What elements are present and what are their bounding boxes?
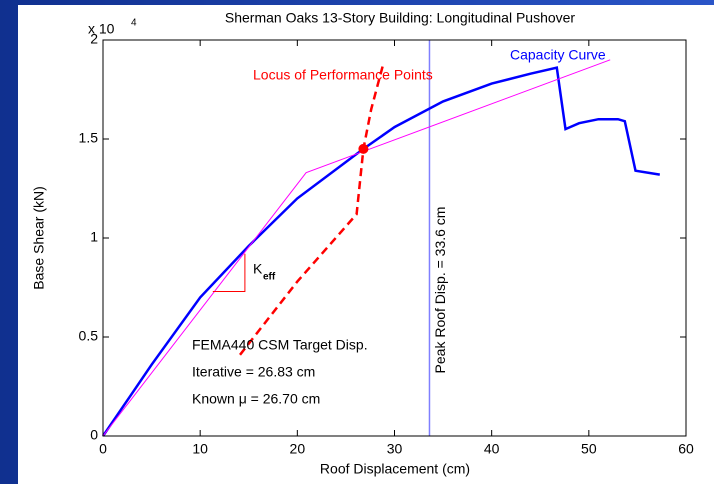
y-multiplier: x 10: [88, 21, 115, 37]
annotation: FEMA440 CSM Target Disp.: [192, 337, 368, 353]
y-multiplier-exponent: 4: [131, 18, 137, 29]
series-label: Locus of Performance Points: [253, 67, 433, 83]
keff-sub: eff: [263, 272, 276, 283]
y-axis-label: Base Shear (kN): [31, 186, 47, 289]
x-tick-label: 20: [290, 441, 306, 457]
series-line: [102, 59, 611, 437]
performance-point: [358, 143, 369, 154]
keff-label: K: [253, 261, 263, 277]
x-tick-label: 0: [99, 441, 107, 457]
x-tick-label: 40: [484, 441, 500, 457]
annotation: Known μ = 26.70 cm: [192, 391, 320, 407]
series-label: Capacity Curve: [510, 47, 606, 63]
y-tick-label: 0.5: [79, 328, 99, 344]
y-tick-label: 1: [90, 229, 98, 245]
slope-triangle: [212, 253, 246, 292]
y-tick-label: 1.5: [79, 130, 99, 146]
x-tick-label: 60: [678, 441, 694, 457]
y-tick-label: 2: [90, 31, 98, 47]
series-line: [101, 66, 660, 437]
annotation: Iterative = 26.83 cm: [192, 364, 315, 380]
x-tick-label: 30: [387, 441, 403, 457]
x-tick-label: 10: [192, 441, 208, 457]
series-line: [239, 65, 385, 356]
plot-frame: [102, 39, 687, 437]
y-tick-label: 0: [90, 427, 98, 443]
x-tick-label: 50: [581, 441, 597, 457]
figure-background: [18, 5, 714, 484]
x-axis-label: Roof Displacement (cm): [320, 461, 470, 477]
chart-title: Sherman Oaks 13-Story Building: Longitud…: [225, 10, 576, 26]
peak-label: Peak Roof Disp. = 33.6 cm: [432, 207, 448, 374]
